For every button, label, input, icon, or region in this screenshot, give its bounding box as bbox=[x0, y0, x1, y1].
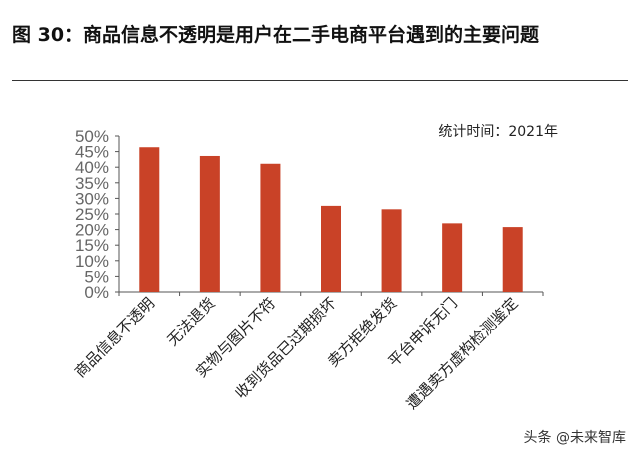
x-tick-label: 无法退货 bbox=[164, 294, 219, 349]
bar bbox=[139, 147, 160, 292]
bar bbox=[442, 223, 463, 292]
bar bbox=[321, 205, 341, 292]
y-tick-label: 25% bbox=[75, 205, 109, 224]
y-tick-label: 30% bbox=[75, 189, 109, 208]
chart-annotation: 统计时间：2021年 bbox=[438, 124, 558, 140]
x-tick-label: 收到货品已过期损坏 bbox=[232, 294, 340, 402]
y-tick-label: 15% bbox=[75, 236, 109, 255]
y-tick-label: 50% bbox=[75, 127, 109, 146]
y-tick-label: 35% bbox=[75, 174, 109, 193]
watermark: 头条 @未来智库 bbox=[523, 430, 626, 446]
bar bbox=[381, 209, 402, 292]
y-tick-label: 5% bbox=[84, 267, 109, 286]
title-divider bbox=[12, 80, 628, 81]
y-tick-label: 20% bbox=[75, 221, 109, 240]
bar bbox=[199, 155, 220, 292]
chart-title: 图 30：商品信息不透明是用户在二手电商平台遇到的主要问题 bbox=[12, 24, 540, 46]
y-tick-label: 10% bbox=[75, 252, 109, 271]
x-tick-label: 遭遇卖方虚构检测鉴定 bbox=[403, 294, 522, 413]
x-tick-label: 商品信息不透明 bbox=[71, 294, 158, 381]
y-tick-label: 40% bbox=[75, 158, 109, 177]
bar bbox=[260, 163, 281, 292]
y-tick-label: 0% bbox=[84, 283, 109, 302]
y-tick-label: 45% bbox=[75, 143, 109, 162]
bar bbox=[502, 227, 523, 292]
